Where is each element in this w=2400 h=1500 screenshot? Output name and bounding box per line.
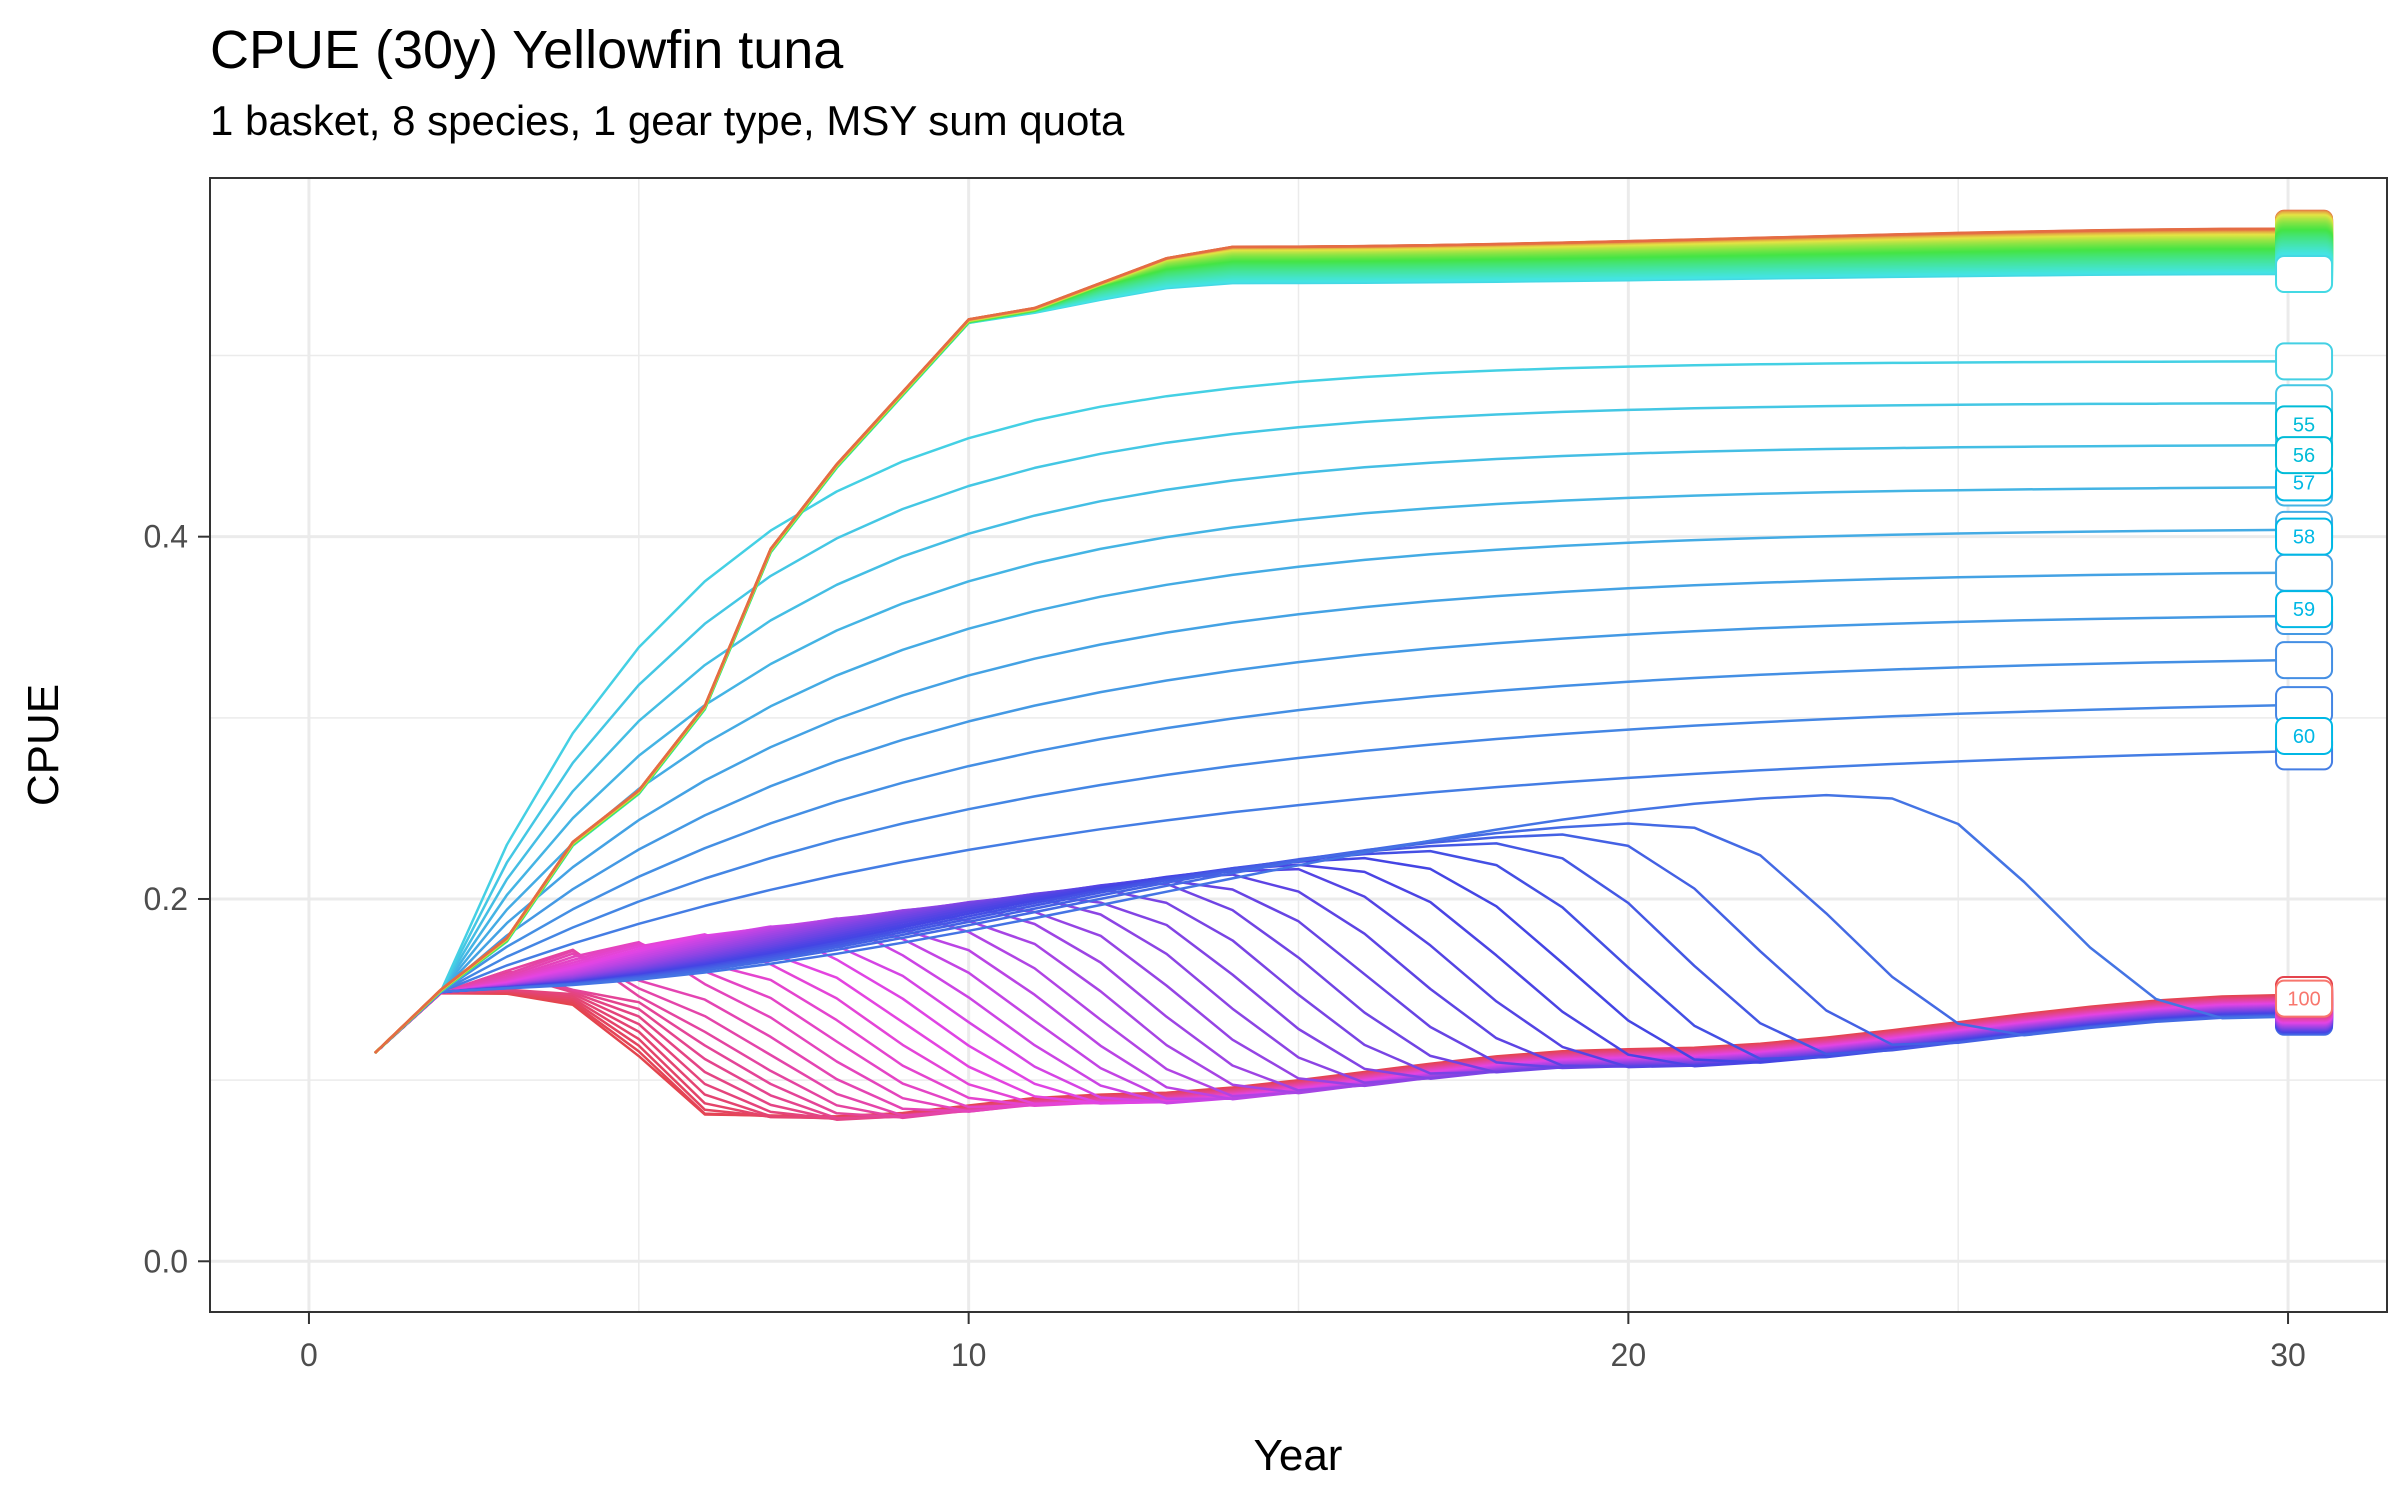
series-line-35 [374, 251, 2289, 1054]
series-line-56 [374, 571, 2289, 1054]
chart-title: CPUE (30y) Yellowfin tuna [210, 20, 844, 80]
series-line-1 [374, 227, 2289, 1054]
series-line-9 [374, 229, 2289, 1054]
series-line-51 [374, 360, 2289, 1054]
series-line-33 [374, 248, 2289, 1054]
series-line-20 [374, 236, 2289, 1054]
series-line-60 [374, 750, 2289, 1054]
end-label-56: 56 [2293, 445, 2315, 467]
y-tick-label: 0.4 [144, 519, 188, 555]
end-label-box-58 [2275, 641, 2334, 680]
series-line-4 [374, 228, 2289, 1054]
series-line-36 [374, 252, 2289, 1054]
series-line-62 [374, 822, 2289, 1054]
series-line-21 [374, 237, 2289, 1054]
series-line-14 [374, 232, 2289, 1054]
end-label-box-highlight [2275, 979, 2334, 1018]
end-label-box-highlight [2275, 716, 2334, 755]
series-line-26 [374, 241, 2289, 1054]
end-label-box-51 [2275, 342, 2334, 381]
x-tick-label: 10 [951, 1337, 987, 1373]
grid-lines [210, 178, 2387, 1312]
end-label-59: 59 [2293, 599, 2315, 621]
series-lines [374, 227, 2289, 1121]
series-line-61 [374, 793, 2289, 1054]
series-line-52 [374, 402, 2289, 1054]
series-line-32 [374, 247, 2289, 1054]
series-line-27 [374, 242, 2289, 1054]
series-line-55 [374, 528, 2289, 1054]
end-label-60: 60 [2293, 726, 2315, 748]
series-line-34 [374, 250, 2289, 1054]
series-line-3 [374, 227, 2289, 1054]
series-line-54 [374, 486, 2289, 1054]
end-label-57: 57 [2293, 472, 2315, 494]
end-label-box-highlight [2275, 517, 2334, 556]
axes: 0.0 0.2 0.4 0 10 20 30 [144, 519, 2306, 1373]
series-line-6 [374, 228, 2289, 1054]
series-line-37 [374, 253, 2289, 1054]
y-axis-title: CPUE [19, 684, 68, 806]
series-line-28 [374, 243, 2289, 1054]
series-line-59 [374, 703, 2289, 1054]
plot-panel-border [209, 177, 2388, 1313]
y-tick-label: 0.2 [144, 881, 188, 917]
chart-subtitle: 1 basket, 8 species, 1 gear type, MSY su… [210, 97, 1125, 144]
series-line-18 [374, 234, 2289, 1054]
series-line-40 [374, 257, 2289, 1054]
series-line-5 [374, 228, 2289, 1054]
series-line-58 [374, 658, 2289, 1054]
x-tick-label: 20 [1611, 1337, 1647, 1373]
series-line-38 [374, 254, 2289, 1054]
end-label-58: 58 [2293, 527, 2315, 549]
end-label-100: 100 [2287, 989, 2320, 1011]
series-line-47 [374, 267, 2289, 1054]
series-line-30 [374, 245, 2289, 1054]
series-line-75 [374, 901, 2289, 1088]
series-line-2 [374, 227, 2289, 1054]
series-line-46 [374, 266, 2289, 1054]
end-label-box-highlight [2275, 590, 2334, 629]
series-line-17 [374, 234, 2289, 1054]
end-label-55: 55 [2293, 414, 2315, 436]
series-line-53 [374, 444, 2289, 1054]
series-line-77 [374, 909, 2289, 1095]
x-tick-label: 30 [2270, 1337, 2306, 1373]
series-line-39 [374, 256, 2289, 1054]
series-line-8 [374, 229, 2289, 1054]
y-tick-label: 0.0 [144, 1243, 188, 1279]
x-axis-title: Year [1254, 1431, 1343, 1480]
series-line-19 [374, 235, 2289, 1054]
series-line-31 [374, 246, 2289, 1054]
end-label-box-50 [2275, 255, 2334, 294]
end-label-box-56 [2275, 553, 2334, 592]
series-line-15 [374, 233, 2289, 1054]
series-line-7 [374, 229, 2289, 1054]
series-line-16 [374, 233, 2289, 1054]
end-labels: 57 58 59 60 100 55 56 [2275, 209, 2334, 1036]
end-label-box-highlight [2275, 436, 2334, 475]
series-line-57 [374, 614, 2289, 1054]
x-tick-label: 0 [300, 1337, 318, 1373]
series-line-29 [374, 244, 2289, 1054]
